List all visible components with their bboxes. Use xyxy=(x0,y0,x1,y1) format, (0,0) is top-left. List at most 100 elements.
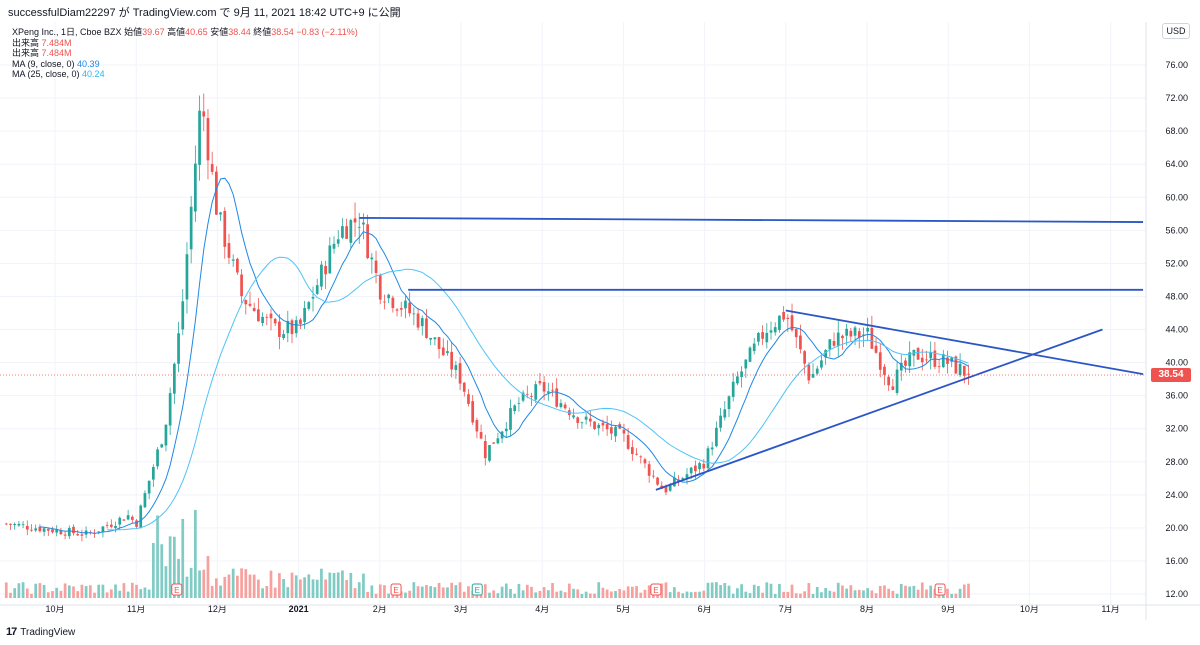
candle-body xyxy=(538,381,542,384)
volume-bar xyxy=(542,587,546,598)
candle-body xyxy=(55,529,59,533)
volume-bar xyxy=(46,592,50,598)
candle-body xyxy=(899,362,903,371)
volume-bar xyxy=(336,572,340,598)
volume-bar xyxy=(551,583,554,598)
candle-body xyxy=(387,294,391,299)
ma25-line xyxy=(107,256,969,531)
candle-body xyxy=(483,441,487,459)
volume-bar xyxy=(681,593,685,598)
candle-body xyxy=(378,275,382,300)
candle-body xyxy=(471,401,475,423)
trendline-triangle-bottom xyxy=(655,328,1103,491)
candle-body xyxy=(286,320,290,334)
volume-bar xyxy=(122,583,126,598)
volume-bar xyxy=(807,583,811,598)
x-tick-label: 3月 xyxy=(454,604,468,614)
candle-body xyxy=(605,424,609,430)
volume-bar xyxy=(614,591,617,598)
candle-body xyxy=(710,447,714,450)
x-tick-label: 10月 xyxy=(1020,604,1039,614)
candle-body xyxy=(420,318,424,327)
candle-body xyxy=(546,391,550,393)
candle-body xyxy=(555,388,559,407)
candle-body xyxy=(853,327,857,336)
volume-bar xyxy=(853,590,857,598)
candle-body xyxy=(215,171,218,215)
y-tick-label: 60.00 xyxy=(1165,192,1188,202)
volume-bar xyxy=(4,582,8,598)
volume-bar xyxy=(857,589,861,598)
volume-bar xyxy=(593,593,596,598)
volume-bar xyxy=(656,593,659,598)
volume-bar xyxy=(887,588,891,598)
volume-bar xyxy=(353,588,357,598)
candle-body xyxy=(563,404,567,409)
candle-body xyxy=(719,415,722,428)
earnings-marker-icon xyxy=(650,583,662,596)
candle-body xyxy=(122,519,126,521)
volume-bar xyxy=(702,590,706,598)
volume-bar xyxy=(652,593,655,598)
volume-bar xyxy=(967,583,970,598)
candle-body xyxy=(429,337,433,340)
candle-body xyxy=(370,257,374,260)
x-tick-label: 2月 xyxy=(373,604,387,614)
volume-bar xyxy=(265,585,269,598)
chart-grid xyxy=(0,22,1146,605)
candle-body xyxy=(681,478,685,480)
legend-open-label: 始値 xyxy=(124,27,143,37)
candle-body xyxy=(962,365,966,376)
volume-bar xyxy=(841,585,844,598)
tradingview-logo[interactable]: 17 TradingView xyxy=(6,626,75,638)
event-marker-label: E xyxy=(475,586,480,595)
volume-bar xyxy=(437,582,441,598)
volume-bar xyxy=(290,572,294,598)
candle-body xyxy=(715,427,718,447)
candle-body xyxy=(761,332,764,339)
volume-bar xyxy=(101,584,105,598)
volume-bar xyxy=(244,569,248,598)
legend-change: −0.83 (−2.11%) xyxy=(296,27,358,37)
candle-body xyxy=(748,347,752,362)
candle-body xyxy=(67,527,71,537)
candle-body xyxy=(290,320,294,335)
candle-body xyxy=(920,357,924,363)
candle-body xyxy=(811,373,815,378)
candle-body xyxy=(614,426,617,437)
volume-bar xyxy=(534,592,538,598)
legend-symbol: XPeng Inc., 1日, Cboe BZX xyxy=(12,27,122,37)
candle-body xyxy=(34,528,38,531)
volume-bar xyxy=(240,568,243,598)
ma9-line xyxy=(39,177,969,534)
volume-bar xyxy=(315,579,319,598)
axes: 76.00 72.00 68.00 64.00 60.00 56.00 52.00 48.00… xyxy=(0,22,1200,620)
currency-button[interactable]: USD xyxy=(1162,23,1190,39)
volume-bar xyxy=(891,590,895,598)
volume-bar xyxy=(731,593,735,598)
volume-bar xyxy=(820,592,823,598)
candle-body xyxy=(282,334,285,339)
candle-body xyxy=(887,376,891,386)
volume-bar xyxy=(160,544,164,598)
candle-body xyxy=(441,347,445,356)
candle-body xyxy=(181,301,185,330)
volume-bar xyxy=(849,585,853,598)
publish-info-bar: successfulDiam22297 が TradingView.com で … xyxy=(0,0,1200,20)
candle-body xyxy=(273,318,277,324)
volume-bar xyxy=(185,576,189,598)
candle-body xyxy=(820,360,823,368)
tradingview-logo-text: TradingView xyxy=(20,626,76,638)
volume-bar xyxy=(404,592,407,598)
candle-body xyxy=(265,316,269,318)
volume-bar xyxy=(496,593,500,598)
volume-bar xyxy=(135,584,138,598)
candle-body xyxy=(702,463,706,469)
candle-body xyxy=(492,442,496,444)
volume-bar xyxy=(719,585,722,598)
candle-body xyxy=(883,366,886,375)
candle-body xyxy=(244,300,248,305)
candle-body xyxy=(584,416,588,420)
candle-body xyxy=(391,297,395,309)
